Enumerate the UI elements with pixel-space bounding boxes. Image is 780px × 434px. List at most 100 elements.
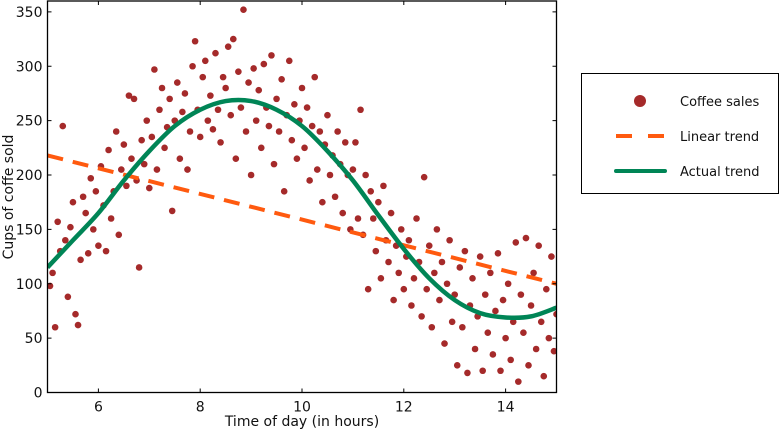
legend-label-coffee-sales: Coffee sales (680, 95, 759, 110)
coffee-sales-point (219, 73, 227, 81)
coffee-sales-point (196, 133, 204, 141)
coffee-sales-point (390, 296, 397, 304)
coffee-sales-point (166, 95, 173, 103)
coffee-sales-point (476, 253, 484, 260)
coffee-sales-point (257, 144, 265, 152)
coffee-sales-point (64, 293, 72, 301)
coffee-sales-point (77, 256, 84, 264)
coffee-sales-point (107, 215, 115, 222)
coffee-sales-point (90, 226, 97, 233)
coffee-sales-point (158, 84, 166, 92)
coffee-sales-point (385, 258, 392, 266)
coffee-sales-point (217, 139, 224, 146)
coffee-sales-point (324, 111, 331, 119)
coffee-sales-point (420, 173, 428, 181)
coffee-sales-point (319, 198, 326, 206)
coffee-sales-point (377, 275, 385, 282)
coffee-sales-point (387, 209, 395, 217)
coffee-sales-point (143, 117, 151, 124)
coffee-sales-point (372, 247, 380, 255)
coffee-sales-point (151, 66, 158, 73)
coffee-sales-point (242, 128, 250, 135)
coffee-sales-point (168, 207, 176, 215)
coffee-sales-point (214, 106, 222, 114)
legend: Coffee sales Linear trend Actual trend (581, 73, 779, 194)
coffee-sales-point (51, 323, 59, 331)
coffee-sales-point (484, 329, 492, 336)
coffee-sales-point (410, 275, 418, 282)
coffee-sales-point (499, 296, 507, 304)
x-tick-label: 6 (94, 400, 103, 416)
coffee-sales-point (224, 43, 232, 50)
coffee-sales-point (487, 269, 494, 277)
coffee-sales-point (92, 188, 100, 195)
coffee-sales-point (140, 160, 148, 168)
coffee-sales-point (367, 188, 375, 195)
coffee-sales-point (352, 139, 359, 146)
coffee-sales-point (102, 247, 110, 255)
coffee-sales-point (550, 347, 557, 355)
coffee-sales-point (306, 177, 313, 184)
coffee-sales-point (525, 362, 532, 369)
coffee-sales-point (339, 209, 347, 217)
coffee-sales-point (67, 223, 74, 231)
coffee-sales-point (431, 269, 438, 277)
coffee-sales-point (49, 269, 56, 277)
coffee-sales-point (443, 280, 451, 288)
coffee-sales-point (313, 166, 321, 173)
y-tick-label: 0 (34, 386, 43, 402)
coffee-sales-point (62, 236, 69, 244)
coffee-sales-point (334, 128, 341, 135)
coffee-sales-point (120, 141, 128, 148)
x-tick-label: 12 (395, 400, 413, 416)
x-tick-label: 10 (293, 400, 311, 416)
coffee-sales-point (326, 171, 334, 179)
coffee-sales-point (125, 92, 133, 99)
coffee-sales-point (532, 345, 540, 353)
coffee-sales-point (543, 285, 550, 293)
coffee-sales-point (275, 128, 283, 135)
coffee-sales-point (316, 128, 324, 135)
coffee-sales-point (235, 68, 242, 75)
coffee-sales-point (79, 193, 87, 201)
coffee-sales-point (265, 122, 273, 130)
coffee-sales-point (252, 117, 260, 124)
legend-box (581, 73, 779, 194)
coffee-sales-point (436, 296, 443, 304)
coffee-sales-point (308, 122, 316, 130)
actual-trend-line (47, 97, 557, 321)
coffee-sales-point (212, 49, 219, 57)
coffee-sales-point (418, 313, 425, 320)
coffee-sales-point (504, 280, 512, 288)
y-axis-label: Cups of coffe sold (1, 135, 17, 260)
coffee-sales-point (425, 242, 433, 249)
coffee-sales-point (446, 236, 453, 244)
coffee-sales-point (357, 106, 364, 114)
coffee-sales-point (191, 37, 199, 45)
coffee-sales-point (433, 226, 441, 233)
coffee-sales-point (522, 234, 530, 242)
coffee-sales-point (291, 101, 298, 108)
plot-frame (46, 0, 558, 394)
coffee-sales-point (84, 250, 92, 257)
coffee-sales-point (135, 264, 143, 271)
coffee-sales-point (456, 264, 464, 271)
x-tick-label: 14 (497, 400, 515, 416)
coffee-sales-point (161, 144, 168, 152)
coffee-sales-point (545, 334, 553, 342)
legend-marker-coffee-sales (634, 95, 646, 107)
coffee-sales-point (502, 334, 509, 342)
coffee-sales-point (448, 318, 456, 326)
coffee-sales-point (293, 155, 301, 162)
coffee-sales-point (461, 247, 469, 255)
coffee-sales-point (341, 139, 349, 146)
linear-trend-line (47, 153, 557, 286)
coffee-sales-point (530, 269, 537, 277)
coffee-sales-point (489, 351, 497, 358)
coffee-sales-point (278, 76, 285, 83)
coffee-sales-point (153, 166, 161, 173)
y-tick-label: 300 (16, 59, 43, 75)
coffee-sales-point (112, 128, 120, 135)
coffee-sales-point (453, 362, 461, 369)
